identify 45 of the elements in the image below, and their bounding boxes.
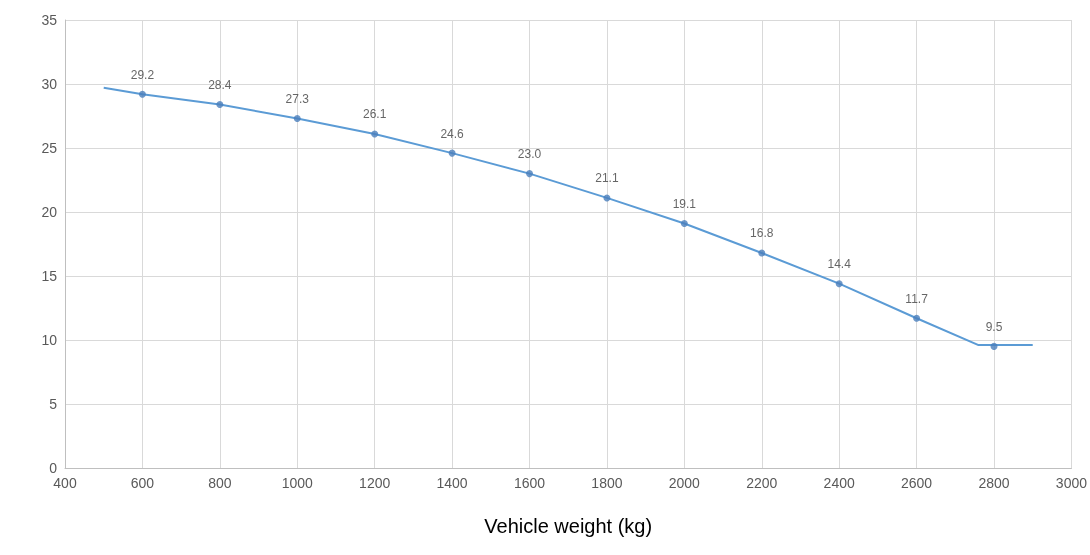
x-tick-label: 600 (130, 475, 155, 491)
data-label: 11.7 (905, 291, 929, 306)
y-tick-label: 0 (49, 460, 58, 476)
y-tick-label: 30 (41, 76, 58, 92)
point (138, 90, 146, 98)
data-label: 26.1 (362, 107, 387, 122)
data-label: 14.4 (827, 257, 852, 272)
x-tick-label: 2800 (978, 475, 1010, 491)
point (990, 342, 998, 350)
point (758, 249, 766, 257)
data-label: 29.2 (130, 67, 155, 82)
point (293, 115, 301, 123)
x-tick-label: 1400 (436, 475, 468, 491)
data-label: 24.6 (440, 126, 465, 141)
y-tick-label: 20 (41, 204, 58, 220)
y-tick-label: 15 (41, 268, 58, 284)
point (216, 100, 224, 108)
x-tick-label: 1000 (281, 475, 314, 491)
x-tick-label: 400 (53, 475, 77, 491)
point (526, 170, 534, 178)
x-tick-label: 2600 (901, 475, 933, 491)
point (913, 314, 921, 322)
x-tick-label: 3000 (1055, 475, 1088, 491)
x-tick-label: 1200 (359, 475, 391, 491)
x-tick-label: 1800 (591, 475, 623, 491)
point (680, 220, 688, 228)
data-label: 28.4 (208, 77, 232, 92)
x-axis-title: Vehicle weight (kg) (484, 515, 653, 537)
x-tick-label: 2400 (823, 475, 855, 491)
point (835, 280, 843, 288)
data-label: 27.3 (285, 92, 310, 107)
data-label: 19.1 (672, 197, 697, 212)
x-tick-label: 2200 (746, 475, 778, 491)
data-label: 9.5 (985, 319, 1003, 334)
x-tick-label: 800 (208, 475, 232, 491)
y-tick-label: 25 (41, 140, 58, 156)
x-tick-label: 1600 (513, 475, 546, 491)
y-tick-label: 10 (41, 332, 58, 348)
data-label: 21.1 (595, 171, 619, 186)
y-tick-label: 35 (41, 12, 58, 28)
y-tick-label: 5 (49, 396, 58, 412)
data-label: 23.0 (517, 147, 542, 162)
point (371, 130, 379, 138)
x-tick-label: 2000 (668, 475, 701, 491)
data-label: 16.8 (750, 226, 774, 241)
